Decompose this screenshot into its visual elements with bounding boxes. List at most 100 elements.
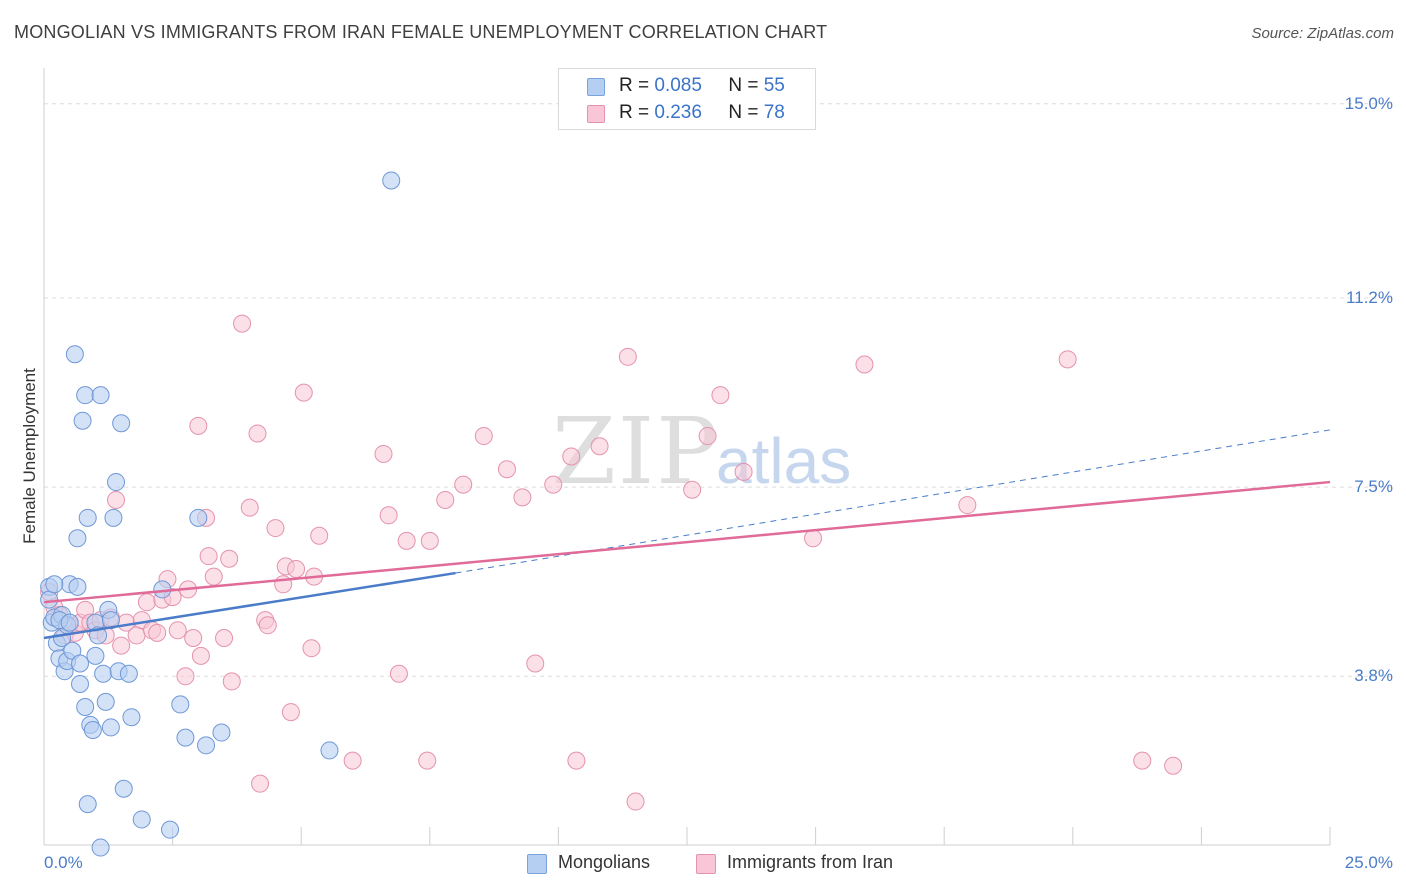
n-label: N = [728,75,759,96]
point-iran [1133,751,1152,770]
y-tick-label: 3.8% [1354,666,1393,686]
point-iran [567,751,586,770]
point-iran [251,774,270,793]
point-iran [112,636,131,655]
point-mongolians [78,508,97,527]
point-mongolians [161,820,180,839]
point-iran [734,462,753,481]
point-mongolians [71,674,90,693]
chart-title: MONGOLIAN VS IMMIGRANTS FROM IRAN FEMALE… [14,22,828,42]
r-value-iran: 0.236 [654,102,702,123]
point-iran [958,496,977,515]
point-iran [281,703,300,722]
axes [43,68,1331,846]
point-mongolians [76,697,95,716]
point-mongolians [65,345,84,364]
point-iran [294,383,313,402]
bottom-legend-mongolians: Mongolians [558,852,651,872]
y-tick-label: 11.2% [1346,288,1393,308]
r-label: R = [619,75,650,96]
point-iran [562,447,581,466]
point-iran [590,437,609,456]
point-mongolians [60,613,79,632]
point-iran [199,547,218,566]
y-tick-label: 15.0% [1344,93,1393,113]
point-mongolians [189,508,208,527]
source-label: Source: ZipAtlas.com [1251,25,1394,42]
point-iran [189,416,208,435]
point-mongolians [68,529,87,548]
point-iran [302,639,321,658]
point-iran [258,616,277,635]
legend-row-iran: R = 0.236 N = 78 [619,102,785,124]
point-iran [215,628,234,647]
point-iran [1058,350,1077,369]
point-iran [343,751,362,770]
point-iran [420,531,439,550]
point-iran [127,626,146,645]
point-iran [855,355,874,374]
point-mongolians [86,646,105,665]
point-mongolians [176,728,195,747]
point-iran [137,593,156,612]
point-mongolians [320,741,339,760]
point-iran [618,347,637,366]
point-mongolians [45,575,64,594]
point-iran [513,488,532,507]
point-mongolians [73,411,92,430]
point-mongolians [112,414,131,433]
point-iran [191,646,210,665]
point-mongolians [107,473,126,492]
trend-iran [43,480,1331,604]
trend-mongolians [43,571,456,640]
point-iran [184,628,203,647]
r-label: R = [619,102,650,123]
point-iran [310,526,329,545]
correlation-legend: R = 0.085 N = 55 R = 0.236 N = 78 [558,68,816,130]
x-tick-label-max: 25.0% [1344,853,1393,872]
point-iran [168,621,187,640]
point-mongolians [40,590,59,609]
point-mongolians [132,810,151,829]
legend-row-mongolians: R = 0.085 N = 55 [619,75,785,97]
point-iran [233,314,252,333]
point-iran [397,531,416,550]
point-mongolians [122,708,141,727]
x-tick-label-min: 0.0% [44,853,83,872]
point-iran [526,654,545,673]
point-iran [683,480,702,499]
point-iran [148,623,167,642]
legend-swatch-iran [587,105,605,123]
point-iran [222,672,241,691]
bottom-legend-swatch-iran [696,854,716,874]
point-mongolians [94,664,113,683]
point-iran [454,475,473,494]
point-iran [544,475,563,494]
n-label: N = [728,102,759,123]
point-mongolians [114,779,133,798]
point-iran [436,490,455,509]
series-immigrants-from-iran [40,314,1183,811]
legend-swatch-mongolians [587,78,605,96]
trend-lines [43,429,1331,640]
point-mongolians [96,692,115,711]
n-value-mongolians: 55 [763,75,785,96]
point-iran [804,529,823,548]
point-mongolians [83,720,102,739]
point-iran [204,567,223,586]
point-iran [389,664,408,683]
point-iran [418,751,437,770]
point-mongolians [71,654,90,673]
point-iran [379,506,398,525]
y-axis-title: Female Unemployment [20,368,39,544]
point-iran [698,427,717,446]
point-iran [220,549,239,568]
point-iran [1164,756,1183,775]
point-mongolians [78,795,97,814]
point-iran [248,424,267,443]
point-iran [374,444,393,463]
point-mongolians [197,736,216,755]
point-mongolians [382,171,401,190]
point-iran [240,498,259,517]
